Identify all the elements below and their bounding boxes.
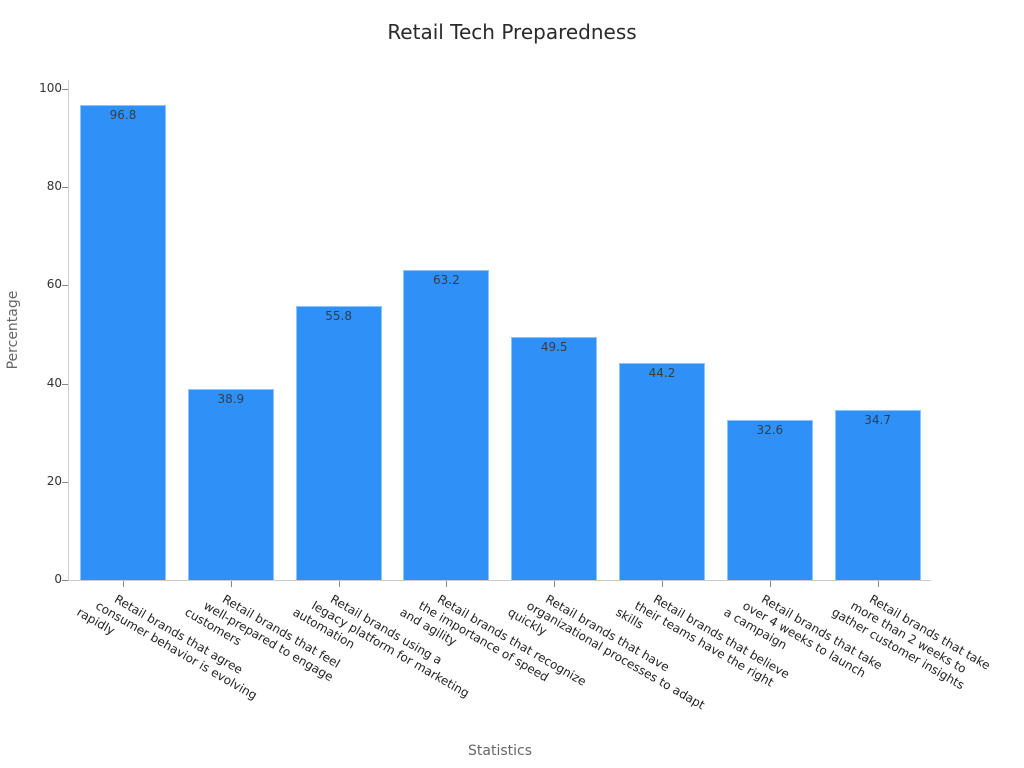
y-tick-mark: [62, 285, 68, 287]
bar[interactable]: [511, 336, 598, 580]
y-tick-label: 60: [46, 277, 62, 292]
bar-value-label: 44.2: [648, 365, 676, 380]
bar[interactable]: [403, 269, 490, 580]
bar[interactable]: [80, 104, 166, 580]
y-tick-label: 100: [39, 81, 62, 95]
y-tick-label: 40: [46, 375, 62, 390]
bar[interactable]: [187, 389, 274, 580]
x-tick-mark: [446, 581, 448, 587]
y-axis-line: [68, 80, 69, 581]
bar[interactable]: [834, 409, 921, 580]
bar[interactable]: [619, 362, 705, 580]
y-tick-mark: [62, 580, 68, 581]
x-tick-label: Retail brands that take more than 2 weeks…: [829, 592, 992, 700]
y-tick-mark: [62, 481, 68, 483]
x-tick-mark: [662, 581, 663, 587]
x-axis-title: Statistics: [468, 743, 532, 759]
chart-title: Retail Tech Preparedness: [387, 20, 637, 44]
bar[interactable]: [726, 419, 813, 580]
y-axis-title: Percentage: [5, 290, 21, 370]
x-tick-mark: [554, 581, 556, 587]
bar-value-label: 49.5: [540, 339, 568, 354]
x-tick-mark: [338, 581, 340, 587]
y-tick-label: 80: [46, 179, 62, 194]
bar-value-label: 34.7: [864, 412, 891, 427]
y-tick-label: 0: [54, 572, 62, 586]
x-tick-mark: [230, 581, 232, 587]
y-tick-mark: [62, 187, 68, 189]
bar-value-label: 32.6: [756, 422, 784, 437]
y-tick-mark: [62, 383, 68, 385]
x-tick-mark: [877, 581, 879, 587]
y-tick-mark: [62, 89, 68, 90]
bar-value-label: 63.2: [433, 272, 460, 287]
x-axis-line: [68, 580, 931, 581]
x-tick-mark: [123, 581, 124, 587]
y-tick-label: 20: [46, 473, 62, 488]
bar-value-label: 38.9: [217, 392, 245, 406]
bar[interactable]: [295, 306, 382, 580]
bar-value-label: 96.8: [109, 107, 137, 122]
bar-value-label: 55.8: [325, 309, 352, 324]
x-tick-mark: [769, 581, 771, 587]
